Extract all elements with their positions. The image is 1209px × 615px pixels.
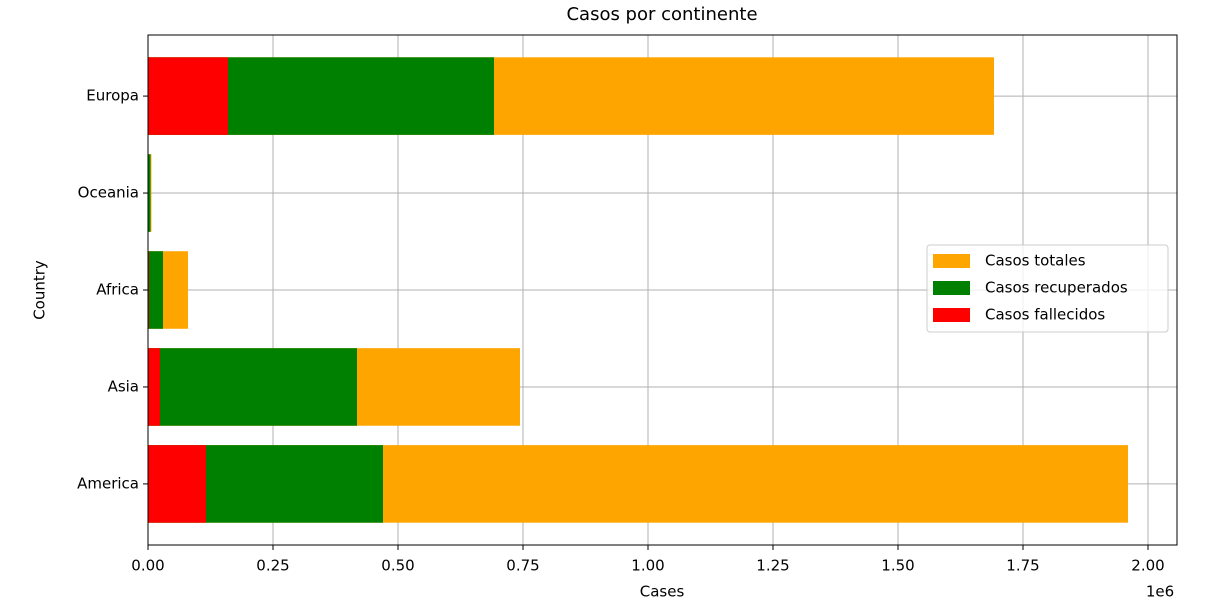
x-tick-label: 1.75 (1006, 557, 1039, 575)
y-axis-label: Country (31, 260, 49, 320)
legend (926, 244, 1169, 333)
bar (148, 57, 228, 135)
x-tick-label: 0.75 (506, 557, 539, 575)
y-tick-label: America (77, 474, 139, 492)
bar (148, 348, 160, 426)
legend-label: Casos fallecidos (985, 306, 1105, 324)
x-tick-label: 2.00 (1131, 557, 1164, 575)
y-tick-label: Asia (108, 377, 139, 395)
bar (148, 251, 163, 329)
x-tick-label: 0.25 (256, 557, 289, 575)
legend-label: Casos recuperados (985, 279, 1128, 297)
legend-swatch (933, 254, 970, 268)
x-tick-label: 1.00 (631, 557, 664, 575)
x-axis-label: Cases (640, 583, 685, 601)
x-tick-label: 1.25 (756, 557, 789, 575)
bar (148, 154, 151, 232)
y-tick-label: Africa (96, 281, 139, 299)
y-tick-label: Oceania (78, 184, 139, 202)
chart-title: Casos por continente (566, 4, 757, 25)
x-offset-label: 1e6 (1146, 583, 1174, 601)
legend-swatch (933, 281, 970, 295)
axes-frame (147, 34, 1178, 546)
legend-swatch (933, 308, 970, 322)
x-tick-label: 0.50 (381, 557, 414, 575)
bar (148, 445, 206, 523)
x-tick-label: 1.50 (881, 557, 914, 575)
bar (148, 348, 357, 426)
y-tick-label: Europa (86, 87, 139, 105)
x-tick-label: 0.00 (131, 557, 164, 575)
legend-label: Casos totales (985, 252, 1086, 270)
